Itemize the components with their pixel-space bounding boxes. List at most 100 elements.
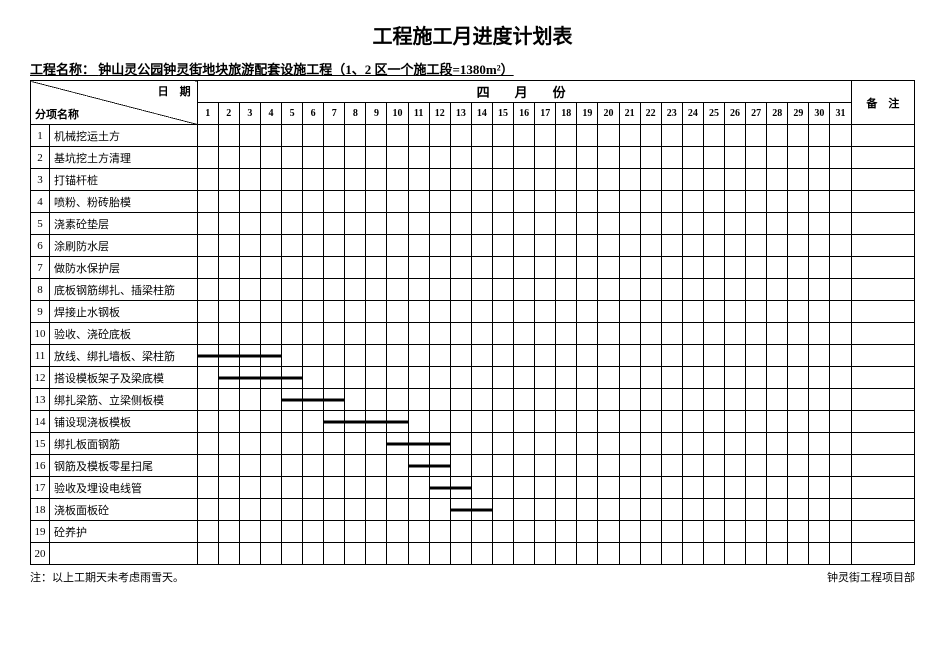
day-cell [303, 235, 324, 257]
day-cell [746, 191, 767, 213]
remark-cell [851, 191, 914, 213]
day-cell [239, 169, 260, 191]
header-item-label: 分项名称 [35, 106, 79, 122]
day-cell [429, 169, 450, 191]
remark-cell [851, 213, 914, 235]
header-day-19: 19 [577, 103, 598, 125]
day-cell [492, 499, 513, 521]
day-cell [260, 543, 281, 565]
day-cell [345, 433, 366, 455]
table-row: 6涂刷防水层 [31, 235, 915, 257]
row-item-name: 搭设模板架子及梁底模 [49, 367, 197, 389]
day-cell [387, 389, 408, 411]
day-cell [830, 279, 851, 301]
row-item-name: 浇素砼垫层 [49, 213, 197, 235]
day-cell [366, 521, 387, 543]
day-cell [556, 257, 577, 279]
table-row: 18浇板面板砼 [31, 499, 915, 521]
day-cell [303, 367, 324, 389]
day-cell [724, 345, 745, 367]
day-cell [239, 455, 260, 477]
day-cell [429, 477, 450, 499]
day-cell [324, 147, 345, 169]
row-index: 9 [31, 301, 50, 323]
day-cell [703, 499, 724, 521]
day-cell [408, 323, 429, 345]
day-cell [408, 543, 429, 565]
day-cell [619, 257, 640, 279]
day-cell [640, 455, 661, 477]
day-cell [682, 191, 703, 213]
day-cell [282, 345, 303, 367]
day-cell [239, 411, 260, 433]
day-cell [619, 169, 640, 191]
day-cell [514, 345, 535, 367]
day-cell [345, 125, 366, 147]
day-cell [366, 147, 387, 169]
row-item-name: 放线、绑扎墙板、梁柱筋 [49, 345, 197, 367]
day-cell [661, 367, 682, 389]
day-cell [661, 169, 682, 191]
day-cell [619, 191, 640, 213]
day-cell [450, 301, 471, 323]
day-cell [703, 235, 724, 257]
day-cell [598, 147, 619, 169]
day-cell [746, 301, 767, 323]
day-cell [746, 213, 767, 235]
row-index: 6 [31, 235, 50, 257]
day-cell [218, 477, 239, 499]
day-cell [724, 147, 745, 169]
day-cell [746, 125, 767, 147]
day-cell [492, 367, 513, 389]
day-cell [682, 433, 703, 455]
day-cell [809, 433, 830, 455]
day-cell [703, 213, 724, 235]
day-cell [809, 169, 830, 191]
day-cell [471, 521, 492, 543]
day-cell [450, 455, 471, 477]
day-cell [809, 235, 830, 257]
day-cell [682, 301, 703, 323]
day-cell [197, 235, 218, 257]
day-cell [556, 125, 577, 147]
table-row: 7做防水保护层 [31, 257, 915, 279]
day-cell [197, 191, 218, 213]
day-cell [514, 411, 535, 433]
day-cell [556, 367, 577, 389]
day-cell [788, 477, 809, 499]
day-cell [577, 499, 598, 521]
day-cell [408, 477, 429, 499]
day-cell [366, 345, 387, 367]
day-cell [830, 169, 851, 191]
day-cell [556, 345, 577, 367]
day-cell [239, 433, 260, 455]
row-item-name: 钢筋及模板零星扫尾 [49, 455, 197, 477]
day-cell [577, 169, 598, 191]
header-day-26: 26 [724, 103, 745, 125]
day-cell [492, 543, 513, 565]
day-cell [788, 389, 809, 411]
remark-cell [851, 345, 914, 367]
day-cell [303, 213, 324, 235]
day-cell [492, 257, 513, 279]
day-cell [303, 411, 324, 433]
day-cell [661, 235, 682, 257]
schedule-table: 日 期 分项名称 四 月 份 备 注 123456789101112131415… [30, 80, 915, 565]
day-cell [282, 477, 303, 499]
day-cell [619, 279, 640, 301]
remark-cell [851, 323, 914, 345]
day-cell [471, 279, 492, 301]
day-cell [408, 213, 429, 235]
day-cell [682, 543, 703, 565]
day-cell [387, 147, 408, 169]
day-cell [682, 411, 703, 433]
day-cell [345, 367, 366, 389]
day-cell [429, 235, 450, 257]
day-cell [408, 147, 429, 169]
day-cell [767, 279, 788, 301]
row-index: 7 [31, 257, 50, 279]
day-cell [619, 389, 640, 411]
row-index: 19 [31, 521, 50, 543]
day-cell [767, 301, 788, 323]
day-cell [366, 125, 387, 147]
